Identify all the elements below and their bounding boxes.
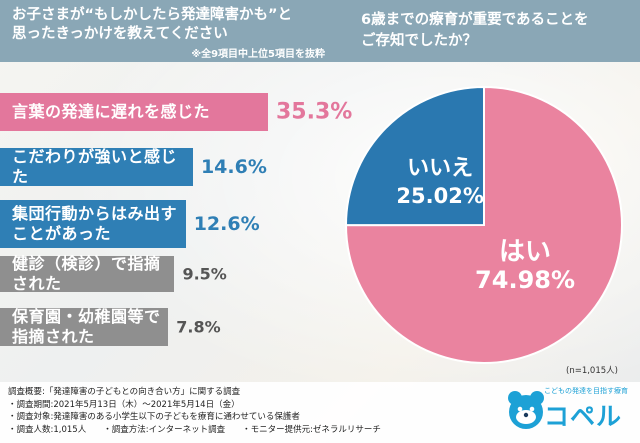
sample-size-label: (n=1,015人) <box>566 366 618 376</box>
right-question-line-2: ご存知でしたか？ <box>361 33 477 49</box>
bear-mascot-icon <box>508 391 544 429</box>
bar: 保育園・幼稚園等で指摘された <box>0 307 169 346</box>
left-question-line-1: お子さまが“もしかしたら発達障害かも”と <box>12 7 293 23</box>
copel-logo: こどもの発達を目指す療育 コペル <box>506 380 636 440</box>
survey-detail-line: ・調査人数:1,015人 ・調査方法:インターネット調査 ・モニター提供元:ゼネ… <box>8 424 381 435</box>
bar-category-label: ことがあった <box>12 224 112 243</box>
bar-row: 保育園・幼稚園等で指摘された 7.8% <box>0 307 221 346</box>
survey-detail-line: ・調査対象:発達障害のある小学生以下の子どもを療育に通わせている保護者 <box>8 412 300 423</box>
bar-row: 健診（検診）で指摘された 9.5% <box>0 254 227 293</box>
bar-category-label: 保育園・幼稚園等で指摘された <box>12 307 161 346</box>
bar-value-label: 14.6% <box>200 156 267 178</box>
pie-slice-label: いいえ <box>407 156 473 181</box>
bar-value-label: 7.8% <box>176 317 221 337</box>
right-question: 6歳までの療育が重要であることを ご存知でしたか？ <box>361 10 588 52</box>
left-question: お子さまが“もしかしたら発達障害かも”と 思ったきっかけを教えてください <box>12 6 292 44</box>
logo-tagline: こどもの発達を目指す療育 <box>544 387 628 395</box>
survey-detail-line: ・調査期間:2021年5月13日（木）～2021年5月14日（金） <box>8 399 240 410</box>
bar: 言葉の発達に遅れを感じた <box>0 93 268 131</box>
bar: 健診（検診）で指摘された <box>0 254 175 293</box>
bar-row: 集団行動からはみ出す ことがあった 12.6% <box>0 200 260 248</box>
pie-slice <box>344 85 623 364</box>
bar-row: こだわりが強いと感じた 14.6% <box>0 147 267 186</box>
pie-slice-label: はい <box>499 237 551 267</box>
bar-value-label: 35.3% <box>276 99 353 125</box>
left-question-header: お子さまが“もしかしたら発達障害かも”と 思ったきっかけを教えてください ※全9… <box>0 0 335 62</box>
bar-value-label: 9.5% <box>182 264 227 284</box>
bar-category-label: 健診（検診）で指摘された <box>12 254 161 293</box>
bar-value-label: 12.6% <box>193 213 260 235</box>
survey-detail-line: 調査概要:「発達障害の子どもとの向き合い方」に関する調査 <box>8 387 241 397</box>
right-question-header: 6歳までの療育が重要であることを ご存知でしたか？ <box>335 0 640 62</box>
bar-category-label: 言葉の発達に遅れを感じた <box>12 102 211 121</box>
survey-footer: 調査概要:「発達障害の子どもとの向き合い方」に関する調査 ・調査期間:2021年5… <box>0 382 640 443</box>
bar: こだわりが強いと感じた <box>0 147 193 186</box>
survey-details: 調査概要:「発達障害の子どもとの向き合い方」に関する調査 ・調査期間:2021年5… <box>8 386 381 436</box>
bar: 集団行動からはみ出す ことがあった <box>0 200 186 248</box>
bar-category-label: こだわりが強いと感じた <box>12 147 178 186</box>
pie-slice-value-label: 25.02% <box>396 184 483 208</box>
pie-slice-value-label: 74.98% <box>475 266 575 294</box>
left-question-line-2: 思ったきっかけを教えてください <box>12 26 228 42</box>
logo-name: コペル <box>544 402 623 431</box>
bar-category-label: 集団行動からはみ出す <box>12 204 178 223</box>
pie-slice <box>344 85 485 227</box>
right-question-line-1: 6歳までの療育が重要であることを <box>361 12 589 28</box>
left-question-note: ※全9項目中上位5項目を抜粋 <box>191 49 325 60</box>
bar-row: 言葉の発達に遅れを感じた 35.3% <box>0 93 352 131</box>
